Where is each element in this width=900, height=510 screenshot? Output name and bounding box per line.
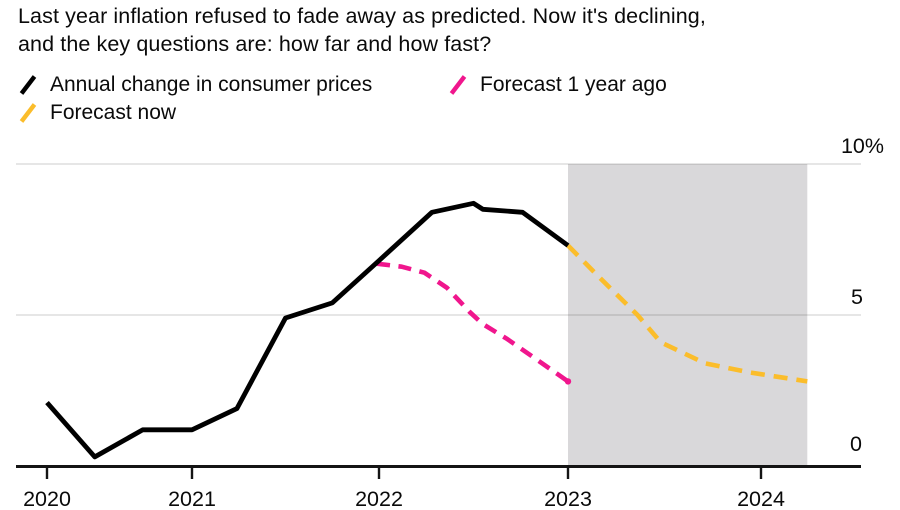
legend-slash-icon-forecast-1y-ago xyxy=(448,74,468,96)
x-tick-label-2021: 2021 xyxy=(168,487,216,510)
legend-item-forecast-now: Forecast now xyxy=(18,101,176,125)
series-line-annual-change-in-consumer-prices xyxy=(45,200,570,460)
chart-title: Last year inflation refused to fade away… xyxy=(18,2,706,58)
series-line-forecast-now xyxy=(566,243,808,384)
x-tick-label-2023: 2023 xyxy=(544,487,592,510)
legend-label-forecast-now: Forecast now xyxy=(50,101,177,124)
chart-title-line-1: Last year inflation refused to fade away… xyxy=(18,4,706,28)
legend-item-actual: Annual change in consumer prices xyxy=(18,73,372,97)
x-tick-label-2020: 2020 xyxy=(23,487,71,510)
forecast-shaded-region xyxy=(568,164,808,466)
legend-slash-icon-forecast-now xyxy=(18,102,38,124)
legend-slash-icon-actual xyxy=(18,74,38,96)
y-tick-label-0: 0 xyxy=(850,432,862,456)
legend-item-forecast-1y-ago: Forecast 1 year ago xyxy=(448,73,667,97)
x-tick-label-2024: 2024 xyxy=(737,487,785,510)
legend-label-forecast-1y-ago: Forecast 1 year ago xyxy=(480,73,667,96)
chart-title-line-2: and the key questions are: how far and h… xyxy=(18,32,492,56)
y-tick-label-10: 10% xyxy=(841,134,884,158)
series-end-dot-forecast-1-year-ago xyxy=(564,378,572,385)
y-tick-label-5: 5 xyxy=(851,285,863,309)
x-tick-label-2022: 2022 xyxy=(355,487,403,510)
legend-label-actual: Annual change in consumer prices xyxy=(50,73,373,96)
series-line-forecast-1-year-ago xyxy=(376,261,570,384)
